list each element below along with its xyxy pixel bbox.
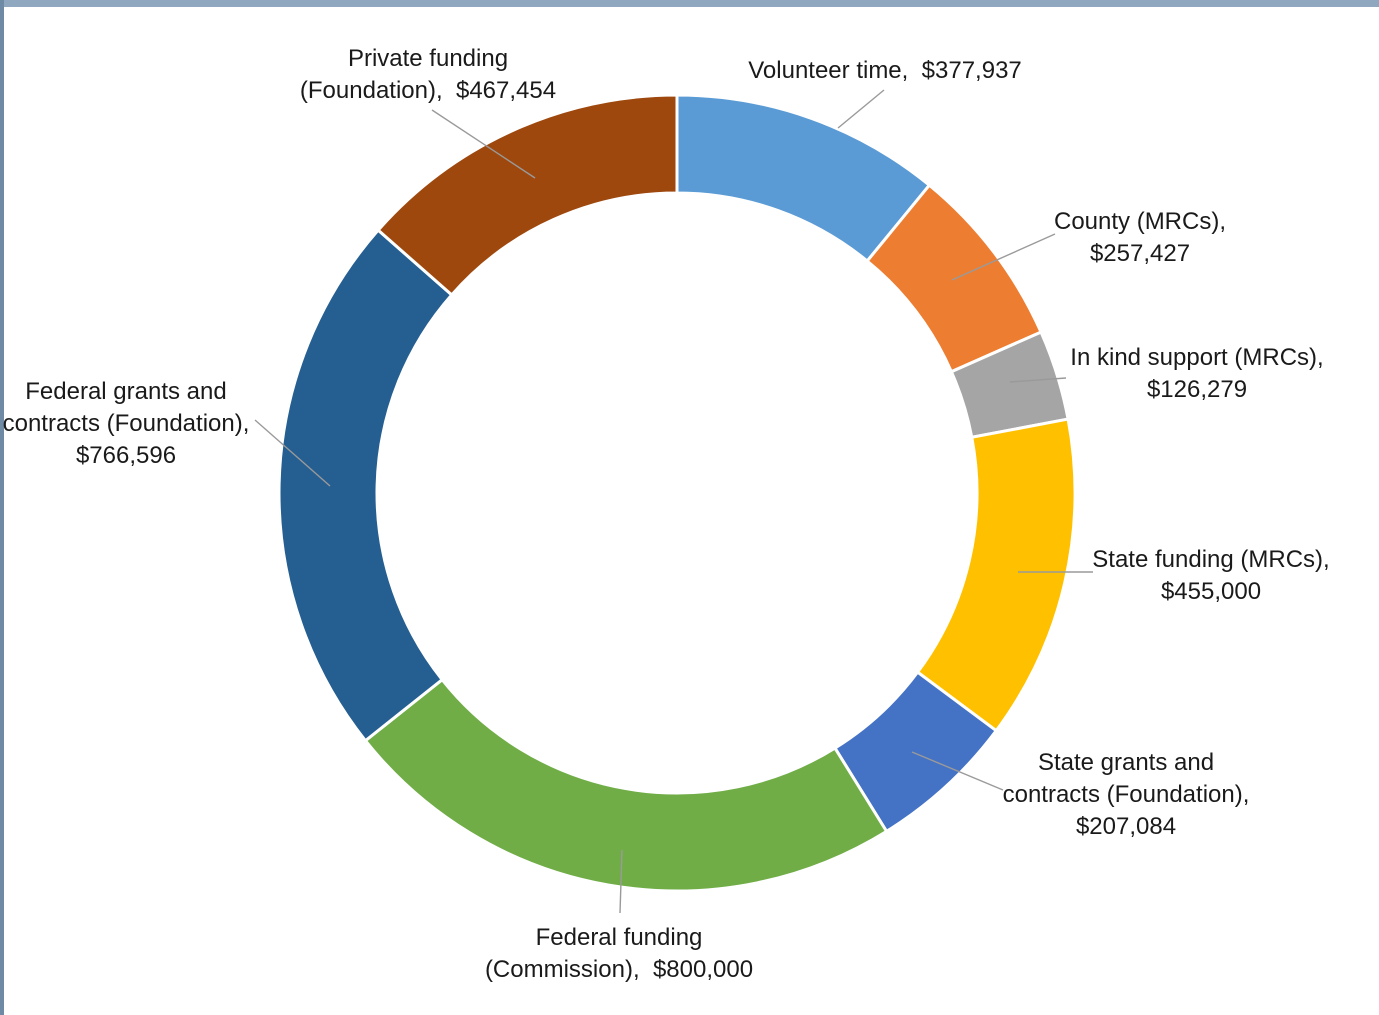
donut-slices bbox=[277, 93, 1077, 893]
data-label-line: Private funding bbox=[348, 45, 508, 72]
data-label-7: Federal grants and contracts (Foundation)… bbox=[3, 378, 250, 469]
leader-line-7 bbox=[254, 419, 331, 487]
data-label-line: Federal grants and bbox=[25, 378, 226, 405]
data-label-line: State grants and bbox=[1038, 749, 1214, 776]
data-label-2: County (MRCs), $257,427 bbox=[1054, 208, 1226, 267]
data-label-line: contracts (Foundation), bbox=[3, 410, 250, 437]
data-label-line: contracts (Foundation), bbox=[1003, 781, 1250, 808]
leader-line-1 bbox=[837, 89, 885, 129]
data-label-line: (Foundation), $467,454 bbox=[300, 77, 556, 104]
donut-slice-6 bbox=[363, 677, 889, 893]
data-label-line: County (MRCs), bbox=[1054, 208, 1226, 235]
data-label-line: $207,084 bbox=[1076, 813, 1176, 840]
data-label-8: Private funding (Foundation), $467,454 bbox=[300, 45, 556, 104]
donut-slice-8 bbox=[376, 93, 679, 297]
data-label-3: In kind support (MRCs), $126,279 bbox=[1070, 344, 1323, 403]
leader-line-3 bbox=[1009, 377, 1067, 383]
donut-slice-4 bbox=[915, 417, 1077, 733]
data-label-line: $126,279 bbox=[1147, 376, 1247, 403]
data-label-line: Volunteer time, $377,937 bbox=[748, 57, 1022, 84]
data-label-line: Federal funding bbox=[536, 924, 703, 951]
data-label-line: $455,000 bbox=[1161, 578, 1261, 605]
data-label-line: $766,596 bbox=[76, 442, 176, 469]
donut-slice-7 bbox=[277, 228, 454, 743]
leader-line-8 bbox=[431, 109, 536, 179]
data-label-line: $257,427 bbox=[1090, 240, 1190, 267]
leader-lines bbox=[254, 89, 1093, 914]
data-label-1: Volunteer time, $377,937 bbox=[748, 57, 1022, 84]
data-label-line: In kind support (MRCs), bbox=[1070, 344, 1323, 371]
data-label-line: State funding (MRCs), bbox=[1092, 546, 1329, 573]
leader-line-5 bbox=[911, 751, 1004, 791]
leader-line-6 bbox=[619, 849, 623, 914]
leader-line-2 bbox=[951, 233, 1056, 281]
data-label-5: State grants and contracts (Foundation), $… bbox=[1003, 749, 1250, 840]
data-labels: Volunteer time, $377,937 County (MRCs), $2… bbox=[3, 45, 1330, 983]
data-label-line: (Commission), $800,000 bbox=[485, 956, 753, 983]
data-label-6: Federal funding (Commission), $800,000 bbox=[485, 924, 753, 983]
data-label-4: State funding (MRCs), $455,000 bbox=[1092, 546, 1329, 605]
frame-left-border bbox=[0, 0, 4, 1015]
frame-top-border bbox=[0, 0, 1379, 7]
